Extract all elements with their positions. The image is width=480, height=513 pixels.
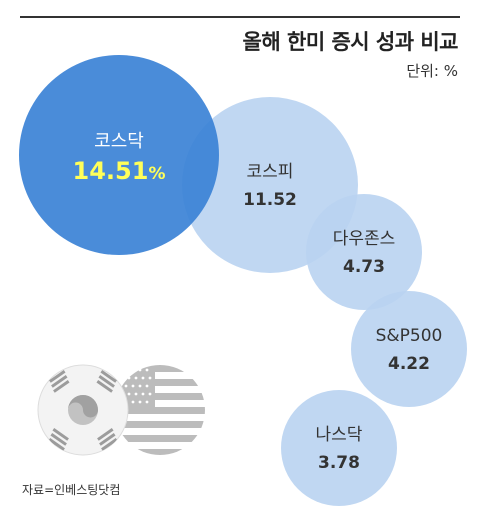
source-note: 자료=인베스팅닷컴	[22, 483, 121, 497]
bubble-label-2: 코스피	[247, 162, 294, 182]
top-rule	[20, 16, 460, 18]
bubble-4	[351, 291, 467, 407]
chart-title: 올해 한미 증시 성과 비교	[242, 30, 459, 54]
usa-flag-icon	[115, 365, 205, 455]
bubble-3	[306, 194, 422, 310]
bubble-value-4: 4.22	[388, 354, 430, 374]
korea-flag-icon	[37, 364, 129, 456]
bubble-value-3: 4.73	[343, 257, 385, 277]
bubble-label-5: 나스닥	[316, 425, 363, 445]
bubble-label-1: 코스닥	[94, 131, 144, 152]
bubble-label-4: S&P500	[376, 326, 443, 346]
bubble-1	[19, 55, 219, 255]
bubble-value-5: 3.78	[318, 453, 360, 473]
bubble-label-3: 다우존스	[333, 229, 396, 249]
bubble-5	[281, 390, 397, 506]
unit-label: 단위: %	[406, 62, 458, 80]
bubble-value-2: 11.52	[243, 190, 297, 210]
